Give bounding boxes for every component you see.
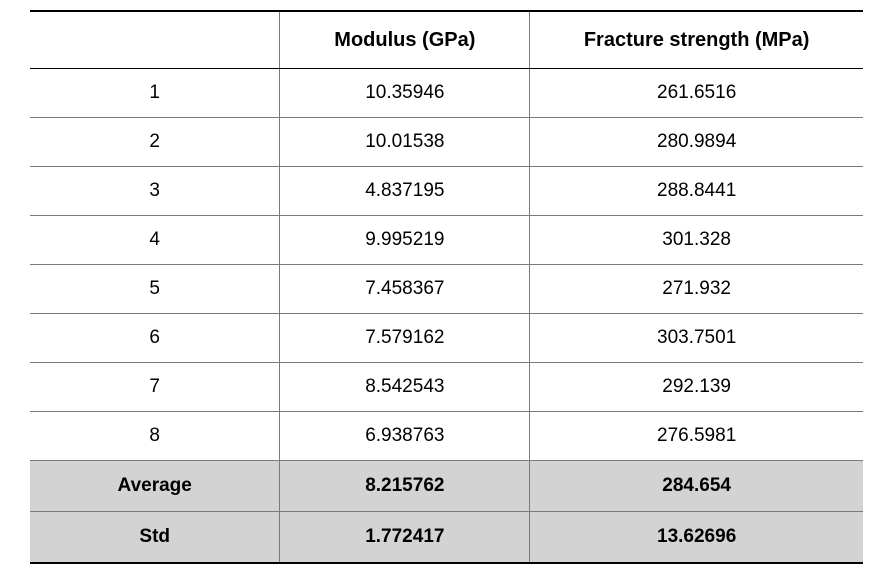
cell-index: 6 [30,314,280,363]
cell-modulus: 10.01538 [280,118,530,167]
summary-fracture: 284.654 [530,461,863,512]
cell-modulus: 10.35946 [280,69,530,118]
cell-modulus: 9.995219 [280,216,530,265]
cell-index: 4 [30,216,280,265]
table-header-row: Modulus (GPa) Fracture strength (MPa) [30,11,863,69]
table-row: 1 10.35946 261.6516 [30,69,863,118]
cell-fracture: 292.139 [530,363,863,412]
col-header-modulus: Modulus (GPa) [280,11,530,69]
table-row: 5 7.458367 271.932 [30,265,863,314]
table-row: 3 4.837195 288.8441 [30,167,863,216]
col-header-index [30,11,280,69]
summary-modulus: 1.772417 [280,512,530,564]
cell-fracture: 276.5981 [530,412,863,461]
cell-fracture: 288.8441 [530,167,863,216]
cell-index: 7 [30,363,280,412]
summary-label: Average [30,461,280,512]
cell-fracture: 280.9894 [530,118,863,167]
summary-row-std: Std 1.772417 13.62696 [30,512,863,564]
cell-fracture: 261.6516 [530,69,863,118]
col-header-fracture: Fracture strength (MPa) [530,11,863,69]
cell-index: 2 [30,118,280,167]
cell-fracture: 271.932 [530,265,863,314]
cell-index: 8 [30,412,280,461]
cell-index: 5 [30,265,280,314]
cell-modulus: 7.458367 [280,265,530,314]
cell-fracture: 301.328 [530,216,863,265]
table-row: 2 10.01538 280.9894 [30,118,863,167]
cell-index: 1 [30,69,280,118]
summary-row-average: Average 8.215762 284.654 [30,461,863,512]
cell-modulus: 7.579162 [280,314,530,363]
page-container: Modulus (GPa) Fracture strength (MPa) 1 … [0,0,893,556]
table-row: 4 9.995219 301.328 [30,216,863,265]
table-row: 6 7.579162 303.7501 [30,314,863,363]
cell-index: 3 [30,167,280,216]
cell-fracture: 303.7501 [530,314,863,363]
cell-modulus: 6.938763 [280,412,530,461]
table-row: 7 8.542543 292.139 [30,363,863,412]
summary-label: Std [30,512,280,564]
table-row: 8 6.938763 276.5981 [30,412,863,461]
summary-modulus: 8.215762 [280,461,530,512]
summary-fracture: 13.62696 [530,512,863,564]
cell-modulus: 4.837195 [280,167,530,216]
data-table: Modulus (GPa) Fracture strength (MPa) 1 … [30,10,863,564]
cell-modulus: 8.542543 [280,363,530,412]
